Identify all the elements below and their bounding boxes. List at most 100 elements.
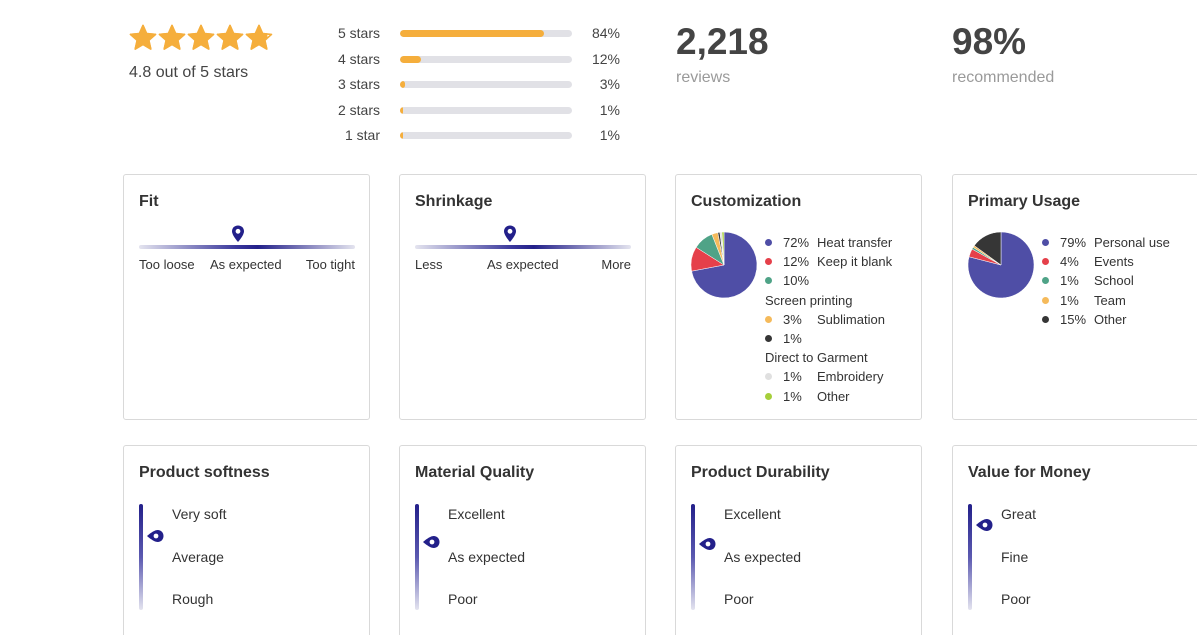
distribution-bar-fill: [400, 81, 406, 88]
legend-dot: [765, 373, 772, 381]
legend-label: Screen printing: [765, 292, 853, 308]
location-pin-icon: [147, 529, 164, 542]
distribution-bar: [400, 55, 572, 63]
legend-item: 3% Sublimation: [765, 310, 892, 329]
primary-usage-card: Primary Usage 79% Personal use 4% Events 1…: [952, 174, 1197, 420]
quality-label-bottom: Poor: [448, 591, 478, 607]
location-pin-icon: [504, 225, 517, 242]
legend-label: Other: [817, 388, 850, 404]
shrinkage-label-high: More: [601, 257, 631, 272]
legend-item: 72% Heat transfer: [765, 233, 892, 252]
customization-card: Customization 72% Heat transfer 12% Keep i…: [675, 174, 922, 420]
quality-label-mid: As expected: [448, 549, 526, 565]
legend-label: School: [1094, 273, 1134, 289]
legend-percent: 1%: [783, 388, 802, 404]
legend-dot: [765, 392, 772, 400]
legend-dot: [1042, 277, 1049, 285]
distribution-row-1[interactable]: 1 star 1%: [300, 124, 630, 150]
legend-label: Other: [1094, 311, 1127, 327]
distribution-bar-fill: [400, 132, 403, 139]
distribution-label: 5 stars: [337, 25, 380, 41]
legend-percent: 12%: [783, 254, 810, 270]
value-card: Value for Money Great Fine Poor: [952, 445, 1197, 635]
recommended-stat: 98% recommended: [952, 21, 1055, 87]
fit-card: Fit Too loose As expected Too tight: [123, 174, 370, 420]
rating-text: 4.8 out of 5 stars: [129, 64, 249, 81]
legend-percent: 1%: [783, 369, 802, 385]
primary-usage-legend: 79% Personal use 4% Events 1% School 1% Team…: [1042, 233, 1170, 329]
legend-dot: [765, 258, 772, 266]
legend-percent: 10%: [783, 273, 810, 289]
fit-label-high: Too tight: [305, 257, 355, 272]
star-icon: [187, 24, 215, 50]
distribution-bar: [400, 30, 572, 37]
legend-percent: 1%: [1060, 273, 1079, 289]
distribution-label: 1 star: [344, 127, 380, 143]
star-rating: [129, 24, 273, 52]
fit-label-low: Too loose: [139, 257, 195, 272]
primary-usage-pie-chart: [967, 231, 1035, 299]
shrinkage-label-mid: As expected: [487, 257, 559, 272]
softness-label-bottom: Rough: [172, 591, 214, 607]
distribution-row-3[interactable]: 3 stars 3%: [300, 73, 630, 99]
location-pin-icon: [232, 225, 245, 242]
distribution-percent: 1%: [599, 101, 620, 118]
primary-usage-title: Primary Usage: [968, 193, 1081, 210]
distribution-row-5[interactable]: 5 stars 84%: [300, 22, 630, 48]
recommended-label: recommended: [952, 68, 1055, 86]
fit-slider: [139, 245, 355, 249]
distribution-percent: 12%: [591, 50, 620, 67]
legend-item: 1% School: [1042, 271, 1170, 290]
softness-card: Product softness Very soft Average Rough: [123, 445, 370, 635]
durability-title: Product Durability: [691, 464, 830, 481]
softness-label-top: Very soft: [172, 506, 227, 522]
distribution-bar: [400, 132, 572, 139]
legend-item: 79% Personal use: [1042, 233, 1170, 252]
quality-card: Material Quality Excellent As expected P…: [399, 445, 646, 635]
durability-label-bottom: Poor: [724, 591, 754, 607]
legend-percent: 1%: [783, 331, 802, 347]
legend-label: Keep it blank: [817, 254, 893, 270]
fit-title: Fit: [139, 193, 159, 210]
legend-percent: 15%: [1060, 311, 1087, 327]
legend-dot: [1042, 296, 1049, 304]
legend-dot: [765, 277, 772, 285]
pie-slice: [973, 231, 1002, 266]
distribution-label: 4 stars: [337, 50, 380, 67]
legend-percent: 1%: [1060, 292, 1079, 308]
rating-distribution: 5 stars 84% 4 stars 12% 3 stars 3% 2 sta…: [300, 22, 630, 150]
location-pin-icon: [699, 538, 716, 551]
location-pin-icon: [423, 536, 440, 549]
fit-label-mid: As expected: [210, 257, 282, 272]
legend-dot: [765, 239, 772, 246]
legend-label: Direct to Garment: [765, 350, 868, 366]
shrinkage-label-low: Less: [415, 257, 443, 272]
shrinkage-title: Shrinkage: [415, 193, 493, 210]
star-icon: [158, 24, 186, 50]
legend-percent: 3%: [783, 311, 802, 327]
distribution-label: 2 stars: [337, 101, 380, 118]
distribution-bar-fill: [400, 55, 421, 63]
legend-dot: [765, 335, 772, 343]
legend-item: 1% Other: [765, 387, 892, 406]
softness-title: Product softness: [139, 464, 270, 481]
distribution-bar-fill: [400, 30, 545, 37]
legend-label: Team: [1094, 292, 1126, 308]
distribution-row-4[interactable]: 4 stars 12%: [300, 48, 630, 74]
quality-title: Material Quality: [415, 464, 535, 481]
distribution-percent: 3%: [599, 76, 620, 92]
legend-item: 15% Other: [1042, 310, 1170, 329]
reviews-stat: 2,218 reviews: [676, 21, 769, 87]
legend-dot: [1042, 315, 1049, 323]
legend-label: Heat transfer: [817, 235, 893, 250]
reviews-label: reviews: [676, 68, 731, 86]
distribution-bar: [400, 106, 572, 114]
value-label-mid: Fine: [1001, 549, 1029, 565]
distribution-row-2[interactable]: 2 stars 1%: [300, 99, 630, 125]
reviews-count: 2,218: [676, 21, 769, 62]
durability-label-top: Excellent: [724, 506, 781, 522]
quality-slider: [415, 504, 419, 610]
legend-percent: 79%: [1060, 235, 1087, 250]
legend-label: Embroidery: [817, 369, 884, 385]
legend-item: 1% Embroidery: [765, 367, 892, 386]
